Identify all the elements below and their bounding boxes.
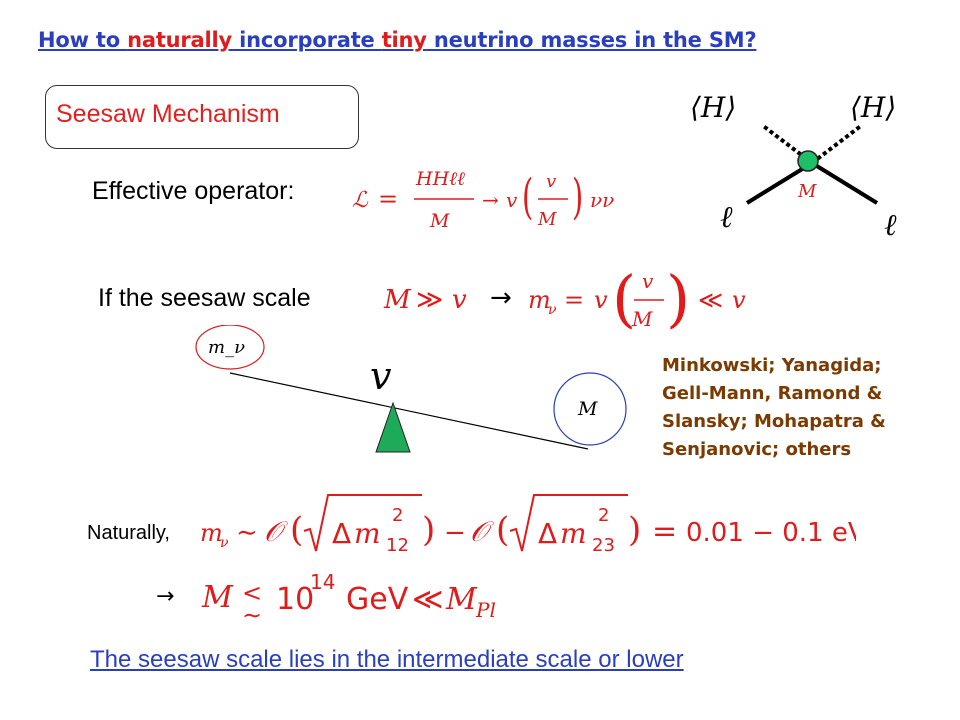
svg-text:≪: ≪: [412, 582, 443, 617]
higgs-label-left: ⟨H⟩: [690, 91, 736, 124]
svg-text:2: 2: [598, 505, 609, 526]
svg-text:𝒪: 𝒪: [470, 515, 494, 548]
seesaw-mechanism-box: Seesaw Mechanism: [45, 85, 359, 149]
page-title: How to naturally incorporate tiny neutri…: [38, 28, 757, 52]
vertex-node: [797, 150, 819, 172]
title-part3: neutrino masses in the SM?: [426, 28, 757, 52]
svg-text:ν: ν: [548, 302, 557, 318]
bound-exponent: 14: [310, 570, 335, 594]
higgs-label-right: ⟨H⟩: [850, 91, 896, 124]
svg-text:≪: ≪: [698, 286, 723, 314]
higgs-line-right: [810, 123, 864, 165]
svg-text:∼: ∼: [242, 601, 262, 629]
svg-text:m: m: [560, 517, 587, 550]
svg-text:ν: ν: [220, 535, 229, 551]
svg-text:→: →: [482, 188, 499, 212]
reference-line: Slansky; Mohapatra &: [662, 411, 886, 432]
svg-text:M: M: [537, 209, 557, 230]
bound-arrow: →: [156, 584, 174, 609]
lepton-label-left: ℓ: [720, 200, 733, 235]
lepton-label-right: ℓ: [884, 208, 897, 243]
lepton-line-left: [745, 161, 814, 205]
heavy-mass-circle: [553, 372, 627, 446]
seesaw-balance: m_ν M v: [195, 325, 627, 453]
svg-text:𝒪: 𝒪: [264, 515, 288, 548]
svg-text:v: v: [506, 188, 518, 212]
svg-text:12: 12: [386, 535, 409, 556]
balance-pivot: [375, 401, 411, 453]
svg-text:HHℓℓ: HHℓℓ: [415, 168, 465, 190]
feynman-diagram: ⟨H⟩ ⟨H⟩ M ℓ ℓ: [690, 91, 897, 243]
svg-text:=: =: [378, 185, 398, 213]
svg-text:M: M: [429, 210, 450, 232]
effective-operator-label: Effective operator:: [92, 177, 295, 205]
svg-text:Pl: Pl: [475, 598, 496, 622]
title-highlight-tiny: tiny: [381, 28, 427, 52]
svg-text:−: −: [444, 518, 466, 548]
svg-text:v: v: [732, 286, 746, 314]
bound-unit: GeV: [346, 582, 409, 617]
svg-text:v: v: [642, 269, 654, 293]
svg-text:∼: ∼: [236, 518, 258, 548]
light-mass-label: m_ν: [208, 337, 245, 358]
seesaw-mechanism-label: Seesaw Mechanism: [56, 100, 280, 128]
svg-text:ℒ: ℒ: [352, 188, 369, 213]
svg-text:2: 2: [392, 505, 403, 526]
svg-text:m: m: [528, 286, 551, 314]
bound-base: 10: [276, 582, 314, 617]
svg-text:M: M: [201, 580, 234, 615]
naturally-label: Naturally,: [87, 522, 170, 544]
svg-text:v: v: [452, 285, 467, 315]
heavy-mass-label: M: [577, 398, 598, 420]
vertex-mass-label: M: [797, 181, 817, 202]
references-list: Minkowski; Yanagida; Gell-Mann, Ramond &…: [662, 352, 907, 464]
svg-text:Δ: Δ: [332, 517, 351, 550]
conclusion-text: The seesaw scale lies in the intermediat…: [90, 646, 684, 673]
svg-text:=: =: [652, 514, 677, 549]
svg-text:Δ: Δ: [538, 517, 557, 550]
svg-text:m: m: [200, 519, 223, 547]
svg-text:M: M: [383, 285, 412, 315]
seesaw-scale-label: If the seesaw scale: [98, 284, 311, 312]
seesaw-condition-equation: M ≫ v → m ν = v ( v M ) ≪ v: [383, 262, 746, 335]
svg-text:≫: ≫: [416, 285, 443, 315]
svg-text:(: (: [290, 510, 303, 550]
svg-text:): ): [628, 510, 641, 550]
light-mass-circle: [195, 325, 265, 370]
reference-line: Minkowski; Yanagida;: [662, 355, 882, 376]
svg-text:=: =: [564, 286, 584, 314]
svg-text:): ): [666, 262, 690, 335]
lepton-line-right: [810, 161, 879, 205]
upper-bound-equation: → M < ∼ 10 14 GeV ≪ M Pl: [156, 570, 496, 629]
title-part1: How to: [38, 28, 128, 52]
svg-text:M: M: [631, 307, 653, 331]
svg-text:(: (: [496, 510, 509, 550]
reference-line: Senjanovic; others: [662, 439, 852, 460]
svg-text:νν: νν: [590, 188, 614, 212]
svg-text:): ): [422, 510, 435, 550]
pivot-vev-label: v: [370, 354, 392, 398]
svg-text:M: M: [445, 582, 478, 617]
svg-text:(: (: [522, 169, 533, 225]
svg-text:v: v: [546, 171, 556, 192]
neutrino-mass-equation: m ν ∼ 𝒪 ( Δ m 2 12 ) − 𝒪 ( Δ m 2 23 ) = …: [200, 494, 856, 556]
svg-text:<: <: [242, 579, 262, 607]
svg-text:(: (: [612, 262, 636, 335]
svg-text:23: 23: [592, 535, 615, 556]
svg-text:v: v: [594, 286, 608, 314]
balance-beam: [229, 372, 589, 450]
mass-range-values: 0.01 − 0.1 eV: [686, 518, 856, 548]
reference-line: Gell-Mann, Ramond &: [662, 383, 883, 404]
svg-text:): ): [572, 169, 583, 225]
title-highlight-naturally: naturally: [127, 28, 233, 52]
effective-operator-equation: ℒ = HHℓℓ M → v ( v M ) νν: [352, 168, 614, 232]
svg-text:m: m: [354, 517, 381, 550]
implies-arrow: →: [490, 283, 512, 313]
title-part2: incorporate: [232, 28, 382, 52]
